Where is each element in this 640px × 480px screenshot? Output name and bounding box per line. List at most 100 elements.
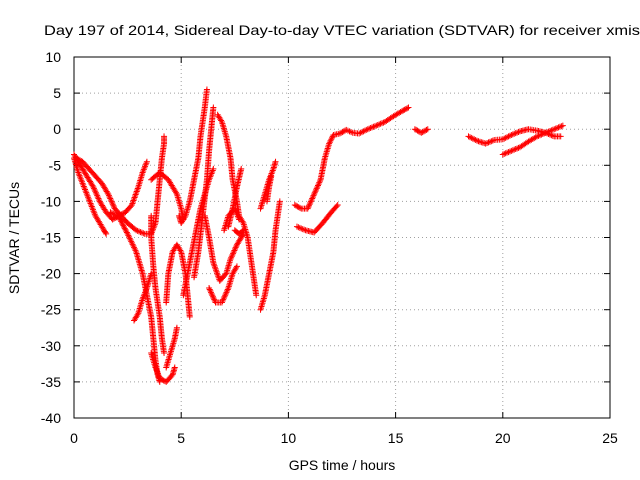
x-axis-label: GPS time / hours (289, 457, 396, 473)
data-point-marker (158, 376, 165, 383)
data-point-marker (505, 149, 512, 156)
data-point-marker (123, 228, 130, 235)
data-point-marker (218, 299, 225, 306)
data-point-marker (296, 204, 303, 211)
data-point-marker (133, 227, 140, 234)
y-tick-labels: 10 5 0 -5 -10 -15 -20 -25 -30 -35 -40 (41, 49, 61, 426)
data-point-marker (92, 188, 99, 195)
data-point-marker (301, 226, 308, 233)
data-point-marker (333, 203, 340, 210)
data-point-marker (121, 223, 128, 230)
data-point-marker (327, 137, 334, 144)
data-point-marker (338, 129, 345, 136)
data-point-marker (405, 104, 412, 111)
data-point-marker (291, 202, 298, 209)
data-point-marker (232, 246, 239, 253)
data-point-marker (136, 228, 143, 235)
data-point-marker (210, 165, 217, 172)
data-point-marker (208, 289, 215, 296)
data-point-marker (305, 202, 312, 209)
x-tick-label: 10 (281, 430, 297, 446)
data-series (291, 104, 412, 212)
data-point-marker (502, 150, 509, 157)
data-point-marker (220, 296, 227, 303)
data-point-marker (207, 287, 214, 294)
data-point-marker (508, 131, 515, 138)
data-point-marker (512, 146, 519, 153)
data-point-marker (231, 247, 238, 254)
data-point-marker (310, 192, 317, 199)
data-point-marker (369, 124, 376, 131)
data-point-marker (307, 199, 314, 206)
data-point-marker (534, 133, 541, 140)
data-point-marker (366, 125, 373, 132)
data-point-marker (504, 149, 511, 156)
data-point-marker (309, 194, 316, 201)
data-point-marker (548, 127, 555, 134)
y-tick-label: -10 (41, 193, 61, 209)
data-point-marker (546, 128, 553, 135)
data-series (257, 198, 283, 313)
data-point-marker (499, 136, 506, 143)
data-point-marker (230, 250, 237, 257)
data-point-marker (92, 189, 99, 196)
data-marks (71, 86, 566, 385)
data-series (206, 263, 240, 306)
data-series (293, 202, 341, 236)
data-point-marker (253, 292, 260, 299)
data-series (163, 241, 193, 320)
data-point-marker (108, 198, 115, 205)
data-point-marker (499, 151, 506, 158)
data-point-marker (472, 137, 479, 144)
data-point-marker (377, 120, 384, 127)
data-point-marker (121, 225, 128, 232)
data-point-marker (359, 129, 366, 136)
data-point-marker (233, 264, 240, 271)
data-series (148, 350, 178, 385)
data-point-marker (466, 134, 473, 141)
data-point-marker (316, 178, 323, 185)
data-point-marker (313, 185, 320, 192)
data-point-marker (411, 126, 418, 133)
data-series (263, 173, 275, 205)
data-point-marker (223, 289, 230, 296)
data-point-marker (356, 130, 363, 137)
data-point-marker (94, 192, 101, 199)
data-point-marker (95, 195, 102, 202)
data-point-marker (105, 191, 112, 198)
data-point-marker (326, 139, 333, 146)
data-point-marker (119, 221, 126, 228)
data-point-marker (210, 295, 217, 302)
data-point-marker (148, 270, 155, 277)
data-point-marker (309, 195, 316, 202)
data-point-marker (209, 293, 216, 300)
axis-ticks (73, 56, 611, 419)
data-point-marker (502, 134, 509, 141)
data-point-marker (293, 223, 300, 230)
y-tick-label: -15 (41, 230, 61, 246)
data-point-marker (514, 145, 521, 152)
data-point-marker (116, 214, 123, 221)
data-series (73, 133, 168, 237)
data-point-marker (233, 263, 240, 270)
data-point-marker (208, 290, 215, 297)
data-point-marker (545, 128, 552, 135)
data-point-marker (90, 185, 97, 192)
data-point-marker (298, 225, 305, 232)
data-point-marker (486, 138, 493, 145)
data-point-marker (140, 230, 147, 237)
data-point-marker (373, 122, 380, 129)
data-series (131, 270, 155, 324)
data-point-marker (506, 132, 513, 139)
data-point-marker (134, 311, 141, 318)
data-point-marker (422, 127, 429, 134)
y-tick-label: -5 (49, 157, 62, 173)
data-point-marker (296, 224, 303, 231)
data-point-marker (110, 202, 117, 209)
data-point-marker (117, 217, 124, 224)
data-point-marker (558, 123, 565, 130)
data-point-marker (239, 228, 246, 235)
data-point-marker (360, 128, 367, 135)
data-series (201, 212, 247, 284)
